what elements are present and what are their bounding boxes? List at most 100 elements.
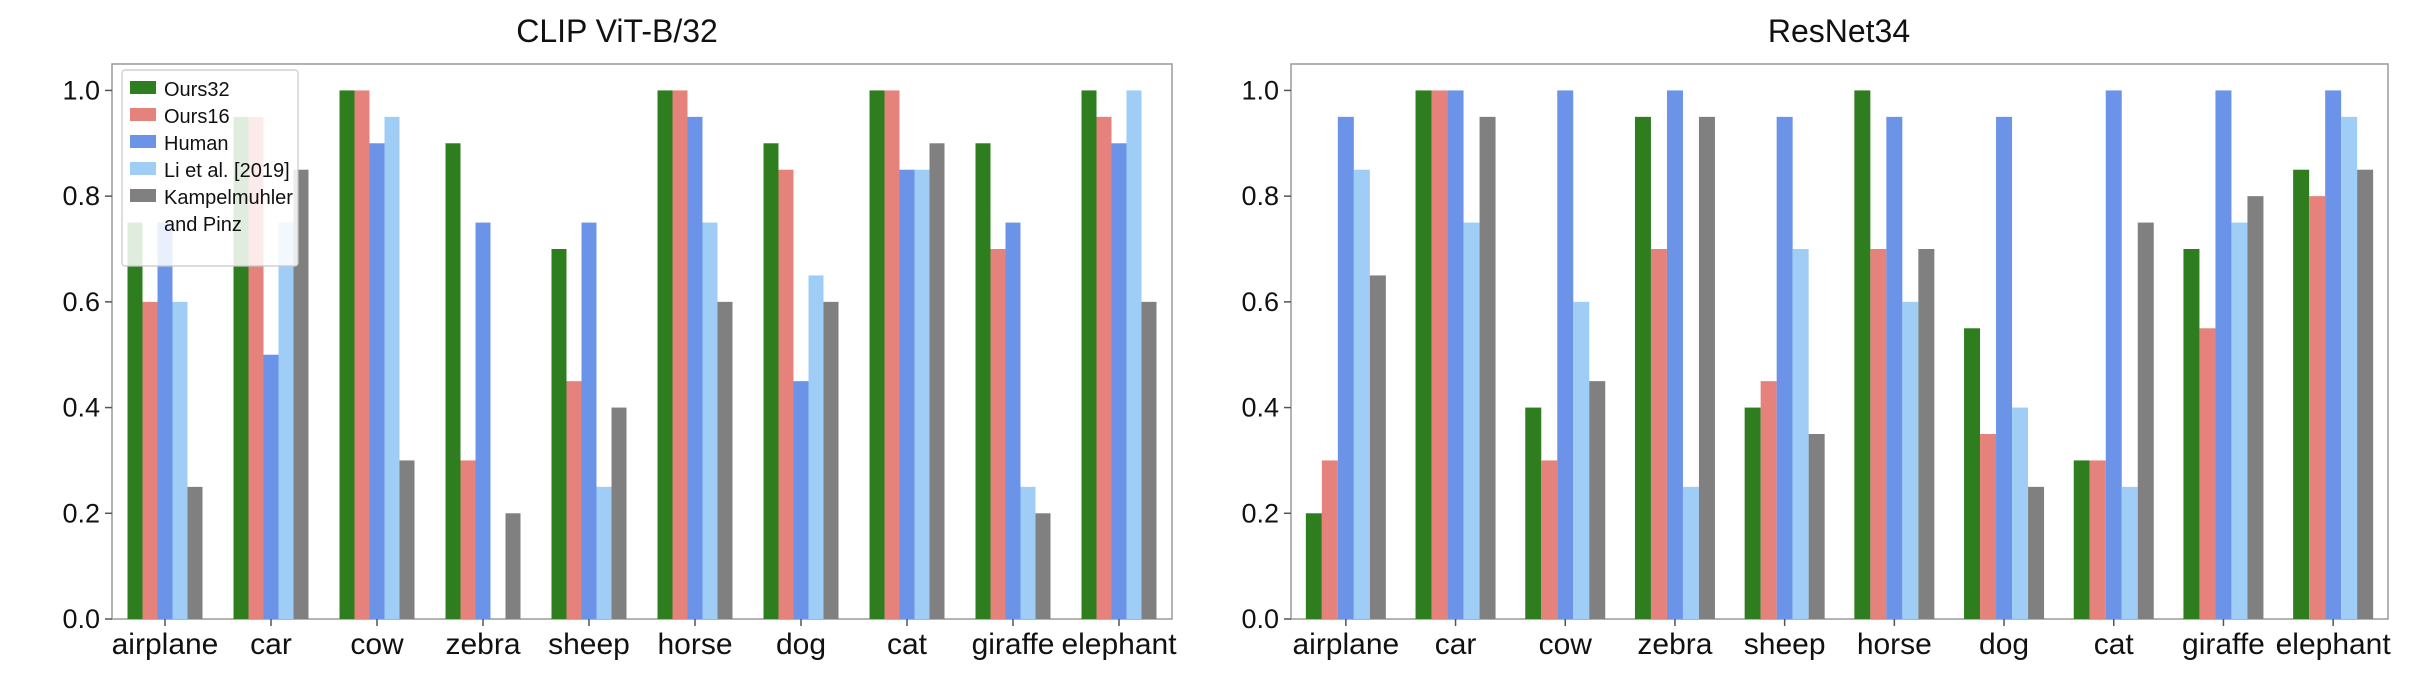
bar (763, 143, 779, 620)
bar (460, 460, 476, 619)
bar (1005, 222, 1021, 620)
x-tick-label: sheep (548, 628, 630, 661)
x-tick-label: airplane (1292, 628, 1399, 661)
x-tick-label: cow (350, 628, 404, 661)
bar (1479, 116, 1496, 619)
chart-panel-1: CLIP ViT-B/32 0.0 0.2 0.4 0.6 0.8 1.0 airplane c… (62, 13, 1177, 661)
bar (884, 90, 900, 619)
bar (505, 513, 521, 619)
bar (1964, 328, 1981, 619)
bar (1081, 90, 1097, 619)
bar (2357, 169, 2374, 619)
y-tick-label: 0.0 (62, 604, 100, 634)
bar (1020, 486, 1036, 619)
x-tick-label: dog (1979, 628, 2029, 661)
chart-panel-2: ResNet34 0.0 0.2 0.4 0.6 0.8 1.0 airplane car cow… (1241, 13, 2391, 661)
x-tick-label: zebra (1637, 628, 1712, 661)
bar (1305, 513, 1322, 619)
y-tick-label: 0.8 (1241, 181, 1279, 211)
bar (2199, 328, 2216, 619)
y-tick-label: 0.2 (62, 498, 100, 528)
bar (2089, 460, 2106, 619)
bar (2247, 196, 2264, 619)
legend-swatch (130, 162, 156, 175)
bar (1854, 90, 1871, 619)
y-tick-label: 0.8 (62, 181, 100, 211)
bar (657, 90, 673, 619)
bar (1337, 116, 1354, 619)
bar (2325, 90, 2342, 619)
x-tick-label: zebra (445, 628, 520, 661)
x-tick-label: airplane (112, 628, 219, 661)
bar (354, 90, 370, 619)
bar (1111, 143, 1127, 620)
bar (1902, 301, 1919, 619)
bar (187, 486, 203, 619)
x-tick-label: elephant (1061, 628, 1177, 661)
bar (2309, 196, 2326, 619)
bar (581, 222, 597, 620)
x-tick-label: elephant (2276, 628, 2392, 661)
bar (278, 222, 294, 620)
bar (1698, 116, 1715, 619)
bar (2341, 116, 2358, 619)
legend-label: Ours16 (164, 106, 230, 128)
bar (611, 407, 627, 619)
bar (596, 486, 612, 619)
bar (142, 301, 158, 619)
bar (127, 222, 143, 620)
bar (1808, 434, 1825, 619)
bar (2293, 169, 2310, 619)
bar (1415, 90, 1432, 619)
chart-title: CLIP ViT-B/32 (516, 13, 718, 49)
bar (793, 381, 809, 619)
legend-swatch (130, 81, 156, 94)
bar (1744, 407, 1761, 619)
bar (1666, 90, 1683, 619)
bar (263, 354, 279, 619)
legend-box (121, 69, 299, 267)
bar (808, 275, 824, 619)
bar (1353, 169, 1370, 619)
bar (1980, 434, 1997, 619)
legend-swatch (130, 135, 156, 148)
bar (1096, 116, 1112, 619)
x-tick-label: car (250, 628, 292, 661)
bar (823, 301, 839, 619)
bar (1573, 301, 1590, 619)
y-tick-label: 0.6 (62, 287, 100, 317)
bar (1776, 116, 1793, 619)
bar (1141, 301, 1157, 619)
bar (1886, 116, 1903, 619)
bar (566, 381, 582, 619)
bar (672, 90, 688, 619)
bar (1682, 486, 1699, 619)
bar (2183, 249, 2200, 619)
bar (1431, 90, 1448, 619)
y-tick-label: 1.0 (1241, 75, 1279, 105)
x-tick-label: sheep (1744, 628, 1826, 661)
bar (2012, 407, 2029, 619)
bar (1321, 460, 1338, 619)
bar (1634, 116, 1651, 619)
y-tick-label: 0.0 (1241, 604, 1279, 634)
legend-label: Li et al. [2019] (164, 160, 290, 182)
bar (914, 169, 930, 619)
bar (717, 301, 733, 619)
bar (929, 143, 945, 620)
bar (1918, 249, 1935, 619)
bar (687, 116, 703, 619)
bar (2137, 222, 2154, 620)
x-tick-label: cat (2094, 628, 2135, 661)
bar (2028, 486, 2045, 619)
bar (1792, 249, 1809, 619)
bar (2073, 460, 2090, 619)
x-tick-label: cat (887, 628, 928, 661)
legend-swatch (130, 189, 156, 202)
bar (399, 460, 415, 619)
x-tick-label: horse (1857, 628, 1932, 661)
x-tick-label: cow (1539, 628, 1593, 661)
x-tick-label: dog (776, 628, 826, 661)
bar (869, 90, 885, 619)
